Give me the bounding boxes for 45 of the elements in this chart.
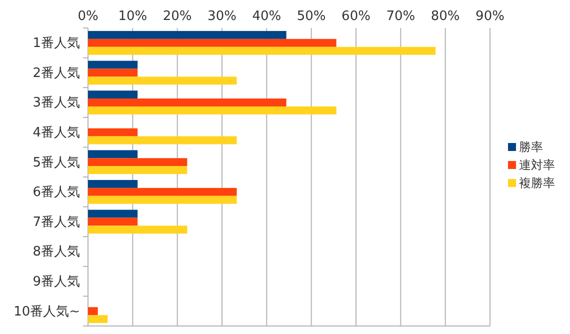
y-tick-label: 3番人気 [32, 96, 80, 111]
bar [88, 98, 286, 106]
x-tick-label: 70% [386, 9, 416, 24]
bar [88, 188, 237, 196]
bar [88, 76, 237, 85]
bar [88, 166, 188, 174]
x-tick-label: 60% [342, 9, 370, 24]
y-tick-label: 2番人気 [32, 66, 80, 81]
y-tick-label: 4番人気 [32, 125, 80, 140]
y-tick-label: 1番人気 [32, 36, 80, 52]
y-tick-label: 7番人気 [32, 214, 80, 230]
bar [88, 136, 237, 144]
x-tick-label: 40% [252, 9, 282, 24]
bar [88, 218, 138, 226]
bar [88, 106, 336, 114]
x-tick-label: 80% [430, 9, 460, 24]
bar [88, 180, 138, 188]
bar [88, 196, 237, 204]
bar [88, 128, 138, 136]
bar [88, 46, 436, 55]
bar [88, 90, 138, 99]
y-tick-label: 6番人気 [32, 185, 80, 200]
y-tick-label: 5番人気 [32, 155, 80, 170]
legend-label: 複勝率 [519, 176, 555, 190]
bar [88, 226, 188, 234]
bar [88, 307, 98, 316]
bar [88, 150, 138, 158]
bar [88, 60, 138, 69]
legend-label: 勝率 [519, 140, 543, 154]
x-tick-label: 20% [162, 9, 192, 24]
bar [88, 30, 286, 39]
x-tick-label: 0% [78, 9, 98, 24]
bar [88, 158, 188, 166]
x-tick-label: 30% [208, 9, 236, 24]
y-tick-label: 9番人気 [32, 274, 80, 290]
y-tick-label: 10番人気~ [14, 304, 80, 320]
x-tick-label: 50% [296, 9, 326, 24]
y-tick-label: 8番人気 [32, 244, 80, 260]
bar [88, 210, 138, 218]
x-tick-label: 90% [476, 9, 504, 24]
bar [88, 68, 138, 77]
bar [88, 315, 108, 324]
x-tick-label: 10% [118, 9, 148, 24]
legend-label: 連対率 [519, 158, 555, 172]
bar [88, 38, 336, 47]
